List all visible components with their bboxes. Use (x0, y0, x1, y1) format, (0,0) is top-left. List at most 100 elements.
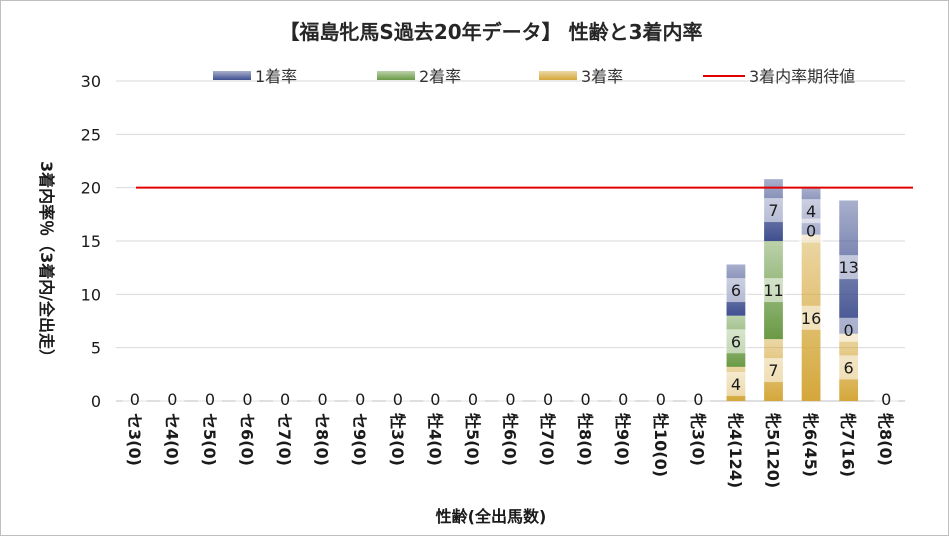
category-label: セ9(0) (350, 413, 369, 466)
category-label: 牡10(0) (651, 413, 670, 477)
legend-label: 3着内率期待値 (749, 67, 855, 86)
data-label: 0 (581, 390, 591, 409)
data-label: 0 (430, 390, 440, 409)
data-label-bg (761, 198, 786, 223)
data-label-bg (498, 387, 523, 411)
data-label-bg (723, 371, 748, 396)
data-label-bg (423, 387, 448, 411)
y-tick-label: 5 (91, 339, 101, 358)
data-label-bg (197, 387, 222, 411)
data-label-bg (348, 387, 373, 411)
data-label-bg (799, 199, 824, 224)
data-label-bg (723, 278, 748, 303)
y-tick-label: 20 (81, 179, 101, 198)
category-label: 牡7(0) (538, 413, 557, 466)
y-tick-labels: 0 5 10 15 20 25 30 (81, 72, 101, 411)
category-label: 牝7(16) (839, 413, 858, 477)
data-label: 0 (693, 390, 703, 409)
data-label: 13 (838, 258, 858, 277)
legend: 1着率 2着率 3着率 3着内率期待値 (213, 67, 855, 86)
data-label: 0 (318, 390, 328, 409)
data-label-bg (723, 329, 748, 354)
category-label: 牝8(0) (876, 413, 895, 466)
legend-swatch (377, 71, 415, 80)
data-label-bg (536, 387, 561, 411)
data-label-bg (235, 387, 260, 411)
y-tick-label: 0 (91, 392, 101, 411)
category-labels: セ3(0) セ4(0) セ5(0) セ6(0) セ7(0) セ8(0) セ9(0) 牡3(0)… (125, 413, 895, 488)
data-label: 0 (468, 390, 478, 409)
data-label: 11 (763, 281, 783, 300)
data-label-bg (385, 387, 410, 411)
data-label: 0 (130, 390, 140, 409)
data-label-bg (836, 317, 861, 342)
category-label: 牡3(0) (388, 413, 407, 466)
legend-swatch (213, 71, 251, 80)
data-label-bg (160, 387, 185, 411)
category-label: 牡8(0) (576, 413, 595, 466)
y-tick-label: 15 (81, 232, 101, 251)
category-label: セ8(0) (313, 413, 332, 466)
category-label: 牡5(0) (463, 413, 482, 466)
category-label: 牝6(45) (801, 413, 820, 477)
data-label: 7 (768, 201, 778, 220)
grid-lines (116, 80, 905, 402)
data-label: 0 (881, 390, 891, 409)
data-label: 0 (167, 390, 177, 409)
y-tick-label: 25 (81, 125, 101, 144)
data-label-bg (122, 387, 147, 411)
category-label: 牝3(0) (688, 413, 707, 466)
category-label: 牡6(0) (501, 413, 520, 466)
data-label: 0 (355, 390, 365, 409)
data-label-bg (573, 387, 598, 411)
category-label: 牝5(120) (764, 413, 783, 488)
data-label: 6 (731, 332, 741, 351)
category-label: 牡4(0) (425, 413, 444, 466)
data-label-bg (686, 387, 711, 411)
category-label: 牡9(0) (613, 413, 632, 466)
data-label: 0 (205, 390, 215, 409)
category-label: セ3(0) (125, 413, 144, 466)
data-label: 0 (543, 390, 553, 409)
legend-label: 1着率 (255, 67, 297, 86)
y-tick-label: 30 (81, 72, 101, 91)
data-label: 0 (505, 390, 515, 409)
legend-label: 3着率 (581, 67, 623, 86)
data-label: 0 (280, 390, 290, 409)
legend-swatch (539, 71, 577, 80)
data-label: 4 (806, 202, 816, 221)
data-label-bg (460, 387, 485, 411)
data-label: 4 (731, 375, 741, 394)
data-label: 0 (618, 390, 628, 409)
data-label-bg (836, 255, 861, 280)
y-axis-title: 3着内率％（3着内/全出走） (37, 161, 56, 365)
data-label: 7 (768, 361, 778, 380)
category-label: セ4(0) (162, 413, 181, 466)
data-label-bg (761, 278, 786, 303)
data-label-bg (310, 387, 335, 411)
data-label-bg (799, 305, 824, 330)
data-label-bg (836, 355, 861, 380)
data-label-bg (273, 387, 298, 411)
data-label: 0 (242, 390, 252, 409)
legend-label: 2着率 (419, 67, 461, 86)
category-label: セ6(0) (238, 413, 257, 466)
data-label: 0 (844, 321, 854, 340)
data-label-bg (648, 387, 673, 411)
data-label: 6 (731, 281, 741, 300)
category-label: 牝4(124) (726, 413, 745, 488)
data-label: 0 (656, 390, 666, 409)
data-label: 0 (806, 222, 816, 241)
y-tick-label: 10 (81, 285, 101, 304)
data-label-bg (874, 387, 899, 411)
chart-title: 【福島牝馬S過去20年データ】 性齢と3着内率 (279, 20, 702, 44)
data-label: 0 (393, 390, 403, 409)
x-axis-title: 性齢(全出馬数) (436, 507, 547, 526)
category-label: セ5(0) (200, 413, 219, 466)
data-label-bg (761, 358, 786, 383)
data-label-bg (611, 387, 636, 411)
category-label: セ7(0) (275, 413, 294, 466)
